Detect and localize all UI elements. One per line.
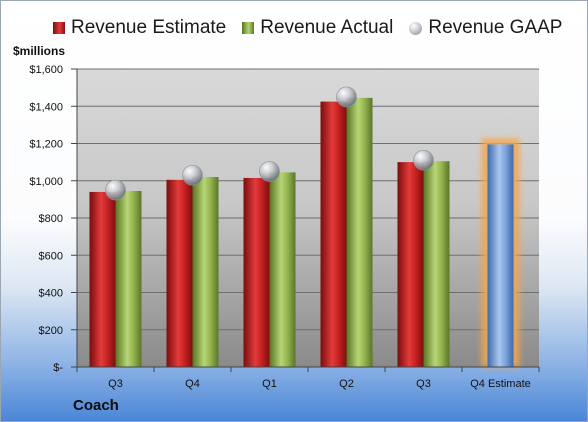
- legend-swatch-revenue-estimate: [53, 22, 65, 34]
- y-axis-ticks: $- $200 $400 $600 $800 $1,000 $1,200 $1,400 $1,6…: [29, 64, 78, 374]
- chart-legend: Revenue Estimate Revenue Actual Revenue …: [53, 17, 562, 39]
- x-tick-label: Q1: [262, 378, 277, 390]
- legend-item-revenue-gaap: Revenue GAAP: [409, 17, 562, 39]
- legend-label-revenue-estimate: Revenue Estimate: [71, 17, 227, 38]
- legend-label-revenue-actual: Revenue Actual: [260, 17, 394, 38]
- y-tick-label: $1,200: [29, 139, 63, 151]
- y-tick-label: $1,000: [29, 176, 63, 188]
- x-tick-label: Q3: [108, 378, 123, 390]
- marker-revenue-gaap: [105, 179, 126, 201]
- bar-revenue-actual: [423, 161, 450, 367]
- x-tick-label: Q3: [416, 378, 431, 390]
- marker-revenue-gaap: [259, 161, 280, 182]
- bar-revenue-estimate: [89, 191, 116, 367]
- bars-layer: [89, 97, 520, 368]
- y-tick-label: $600: [39, 250, 63, 262]
- bar-revenue-estimate: [243, 177, 270, 367]
- legend-item-revenue-estimate: Revenue Estimate: [53, 17, 226, 39]
- y-tick-label: $1,400: [29, 101, 63, 113]
- bar-revenue-estimate: [397, 162, 424, 367]
- y-tick-label: $1,600: [29, 64, 63, 76]
- y-tick-label: $400: [39, 288, 63, 300]
- bar-revenue-estimate: [166, 179, 193, 367]
- bar-revenue-actual: [115, 190, 142, 367]
- bar-q4-estimate: [487, 144, 514, 367]
- y-tick-label: $-: [53, 362, 63, 374]
- bar-revenue-actual: [192, 177, 219, 367]
- bar-revenue-estimate: [320, 101, 347, 367]
- company-name: Coach: [73, 397, 119, 414]
- x-axis-ticks: Q3 Q4 Q1 Q2 Q3 Q4 Estimate: [76, 366, 540, 390]
- y-axis-unit-label: $millions: [13, 44, 66, 58]
- marker-revenue-gaap: [413, 149, 434, 171]
- y-tick-label: $200: [39, 325, 63, 337]
- bar-revenue-actual: [269, 172, 296, 367]
- gaap-markers-layer: [105, 86, 434, 201]
- marker-revenue-gaap: [336, 86, 357, 108]
- legend-swatch-revenue-gaap: [409, 21, 423, 35]
- bar-revenue-actual: [346, 97, 373, 368]
- legend-item-revenue-actual: Revenue Actual: [242, 17, 393, 39]
- legend-label-revenue-gaap: Revenue GAAP: [428, 17, 563, 38]
- x-tick-label: Q2: [339, 378, 354, 390]
- marker-revenue-gaap: [182, 164, 203, 186]
- x-tick-label: Q4 Estimate: [470, 378, 531, 390]
- legend-swatch-revenue-actual: [242, 22, 255, 34]
- x-tick-label: Q4: [185, 378, 200, 390]
- y-tick-label: $800: [39, 213, 63, 225]
